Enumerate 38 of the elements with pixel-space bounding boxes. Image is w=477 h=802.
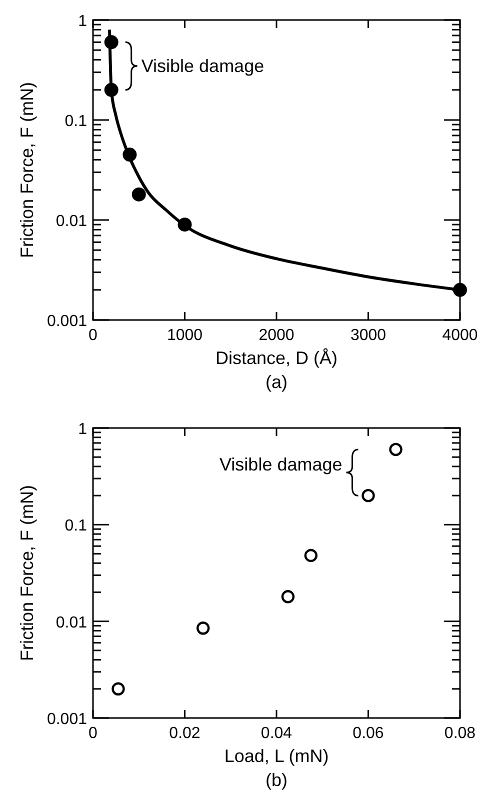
text: (a) [266,372,288,392]
y-tick-label: 1 [78,13,88,30]
point [132,187,146,202]
x-tick-label: 0 [88,725,98,742]
point [104,82,118,97]
y-axis-title: Friction Force, F (mN) [17,484,37,662]
annotation: Visible damage [141,56,264,76]
y-tick-label: 0.1 [64,113,88,130]
annotation: Visible damage [220,454,342,475]
point [453,282,467,297]
x-tick-label: 0.02 [169,725,200,742]
point [304,548,318,562]
point [389,442,402,456]
x-tick-label: 0 [88,327,98,344]
x-axis-title: Load, L (mN) [224,746,329,766]
x-tick-label: 0.04 [260,725,292,742]
x-tick-label: 1000 [166,327,203,344]
y-tick-label: 1 [78,421,88,438]
y-tick-label: 0.001 [46,313,88,330]
y-axis-title: Friction Force, F (mN) [17,82,37,258]
y-tick-label: 0.01 [56,614,88,632]
y-tick-label: 0.1 [64,518,88,535]
x-tick-label: 2000 [258,327,294,344]
x-axis-title: Distance, D (Å) [215,348,338,368]
point [362,488,375,502]
point [196,622,210,635]
text: (b) [266,770,288,790]
y-tick-label: 0.01 [56,213,88,230]
y-tick-label: 0.001 [46,711,88,728]
point [178,218,192,232]
x-tick-label: 0.08 [444,725,476,742]
x-tick-label: 0.06 [352,725,384,742]
x-tick-label: 4000 [442,327,477,344]
point [281,590,295,604]
point [112,682,125,696]
x-tick-label: 3000 [350,327,386,344]
point [104,35,118,50]
point [122,148,137,162]
